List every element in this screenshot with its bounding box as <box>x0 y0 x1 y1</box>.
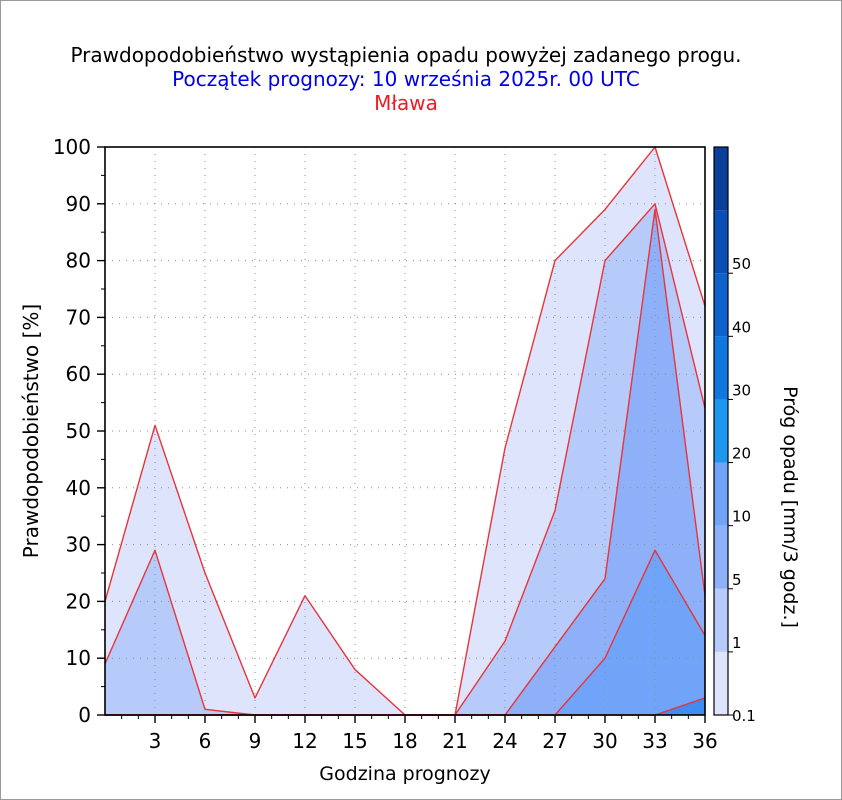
colorbar-segment-3 <box>714 462 728 526</box>
x-axis-label: Godzina prognozy <box>319 763 490 785</box>
y-tick-label-10: 100 <box>53 135 91 159</box>
x-tick-label-10: 33 <box>642 729 667 753</box>
colorbar-frame <box>713 146 729 716</box>
colorbar-tick-label-5: 30 <box>732 381 751 399</box>
colorbar-segment-2 <box>714 525 728 589</box>
y-tick-label-6: 60 <box>66 362 91 386</box>
plot-area: 3 6 9 12 15 18 21 24 27 30 33 360102030405060708090… <box>53 135 718 753</box>
y-tick-label-3: 30 <box>66 533 91 557</box>
x-tick-label-1: 6 <box>199 729 212 753</box>
x-tick-label-8: 27 <box>542 729 567 753</box>
y-tick-label-4: 40 <box>66 476 91 500</box>
series-area-3 <box>105 550 705 715</box>
x-tick-label-0: 3 <box>149 729 162 753</box>
y-axis-label: Prawdopodobieństwo [%] <box>19 304 43 558</box>
colorbar-segment-4 <box>714 399 728 463</box>
colorbar-segment-8 <box>714 147 728 211</box>
colorbar-tick-label-4: 20 <box>732 445 751 463</box>
x-tick-label-3: 12 <box>292 729 317 753</box>
y-tick-label-2: 20 <box>66 589 91 613</box>
y-tick-label-0: 0 <box>78 703 91 727</box>
colorbar-tick-label-0: 0.1 <box>732 707 756 725</box>
colorbar-segment-6 <box>714 273 728 337</box>
colorbar-tick-label-7: 50 <box>732 255 751 273</box>
x-tick-label-5: 18 <box>392 729 417 753</box>
x-tick-label-2: 9 <box>249 729 262 753</box>
series-area-1 <box>105 203 705 716</box>
x-tick-label-7: 24 <box>492 729 517 753</box>
y-tick-label-5: 50 <box>66 419 91 443</box>
x-tick-label-11: 36 <box>692 729 717 753</box>
x-tick-label-6: 21 <box>442 729 467 753</box>
colorbar: 0.1 1 5 10 20 30 40 50 <box>713 146 756 725</box>
chart-title: Prawdopodobieństwo wystąpienia opadu pow… <box>70 43 741 67</box>
colorbar-segment-5 <box>714 336 728 400</box>
colorbar-tick-label-1: 1 <box>732 634 742 652</box>
y-tick-label-8: 80 <box>66 249 91 273</box>
colorbar-tick-label-3: 10 <box>732 508 751 526</box>
x-tick-label-4: 15 <box>342 729 367 753</box>
y-tick-label-1: 10 <box>66 646 91 670</box>
colorbar-label: Próg opadu [mm/3 godz.] <box>779 386 801 628</box>
colorbar-tick-label-6: 40 <box>732 318 751 336</box>
colorbar-segment-7 <box>714 210 728 274</box>
colorbar-tick-label-2: 5 <box>732 571 742 589</box>
y-tick-label-9: 90 <box>66 192 91 216</box>
colorbar-segment-1 <box>714 588 728 652</box>
colorbar-segment-0 <box>714 651 728 715</box>
x-tick-label-9: 30 <box>592 729 617 753</box>
location-label: Mława <box>374 91 438 115</box>
chart-subtitle: Początek prognozy: 10 września 2025r. 00… <box>172 67 640 91</box>
y-tick-label-7: 70 <box>66 305 91 329</box>
